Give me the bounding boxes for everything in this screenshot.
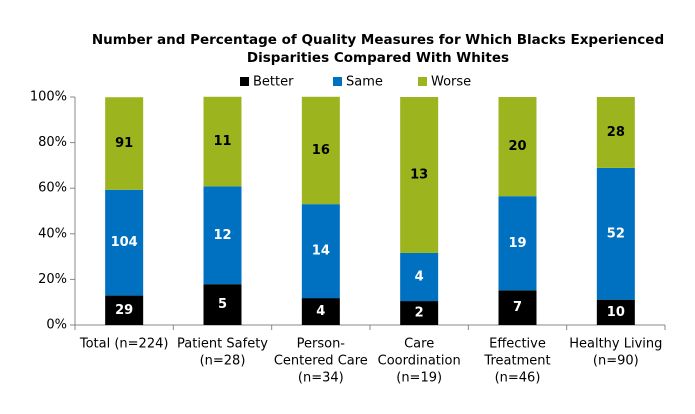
bar-segment xyxy=(596,299,635,325)
bar-segment xyxy=(596,167,635,300)
data-label: 10 xyxy=(607,305,625,320)
bar-segment xyxy=(301,298,340,325)
chart-title: Disparities Compared With Whites xyxy=(247,50,509,66)
x-tick-label: (n=19) xyxy=(396,371,442,386)
bar-segment xyxy=(498,196,537,291)
data-label: 2 xyxy=(415,306,424,321)
data-label: 7 xyxy=(513,300,522,315)
data-label: 91 xyxy=(115,136,133,151)
x-tick-label: (n=90) xyxy=(593,354,639,369)
bar-segment xyxy=(498,290,537,325)
x-tick-label: Total (n=224) xyxy=(79,337,169,352)
legend-swatch xyxy=(333,77,342,86)
data-label: 12 xyxy=(213,228,231,243)
x-tick-label: Care xyxy=(404,337,434,352)
x-tick-label: Patient Safety xyxy=(177,337,268,352)
bar-segment xyxy=(596,97,635,168)
legend-label: Same xyxy=(346,75,383,90)
data-label: 14 xyxy=(312,244,330,259)
bar-segment xyxy=(203,96,242,187)
bar-segment xyxy=(203,284,242,325)
data-label: 5 xyxy=(218,297,227,312)
y-tick-label: 100% xyxy=(30,90,67,105)
x-tick-label: Treatment xyxy=(483,354,550,369)
data-label: 29 xyxy=(115,303,133,318)
data-label: 4 xyxy=(415,270,424,285)
x-tick-label: (n=34) xyxy=(298,371,344,386)
legend-swatch xyxy=(240,77,249,86)
x-tick-label: Effective xyxy=(489,337,546,352)
legend-swatch xyxy=(418,77,427,86)
x-tick-label: (n=46) xyxy=(495,371,541,386)
x-tick-label: (n=28) xyxy=(200,354,246,369)
data-label: 11 xyxy=(213,134,231,149)
bar-segment xyxy=(400,97,439,253)
x-tick-label: Person- xyxy=(297,337,346,352)
data-label: 13 xyxy=(410,167,428,182)
data-label: 104 xyxy=(111,235,138,250)
bar-segment xyxy=(105,97,144,190)
legend-label: Better xyxy=(253,75,294,90)
y-tick-label: 20% xyxy=(38,272,67,287)
bar-segment xyxy=(203,186,242,285)
data-label: 19 xyxy=(508,236,526,251)
y-tick-label: 80% xyxy=(38,135,67,150)
chart-title: Number and Percentage of Quality Measure… xyxy=(92,32,664,48)
data-label: 16 xyxy=(312,143,330,158)
legend-label: Worse xyxy=(431,75,471,90)
bar-segment xyxy=(105,189,144,296)
bar-segment xyxy=(105,295,144,325)
data-label: 20 xyxy=(508,139,526,154)
y-tick-label: 40% xyxy=(38,226,67,241)
y-tick-label: 0% xyxy=(46,318,67,333)
bar-segment xyxy=(400,301,439,325)
bar-segment xyxy=(498,97,537,197)
bar-segment xyxy=(301,96,340,205)
bar-segment xyxy=(301,204,340,299)
data-label: 4 xyxy=(316,304,325,319)
bar-segment xyxy=(400,252,439,302)
y-tick-label: 60% xyxy=(38,181,67,196)
data-label: 52 xyxy=(607,226,625,241)
x-tick-label: Coordination xyxy=(378,354,461,369)
x-tick-label: Centered Care xyxy=(274,354,368,369)
x-tick-label: Healthy Living xyxy=(569,337,662,352)
data-label: 28 xyxy=(607,125,625,140)
